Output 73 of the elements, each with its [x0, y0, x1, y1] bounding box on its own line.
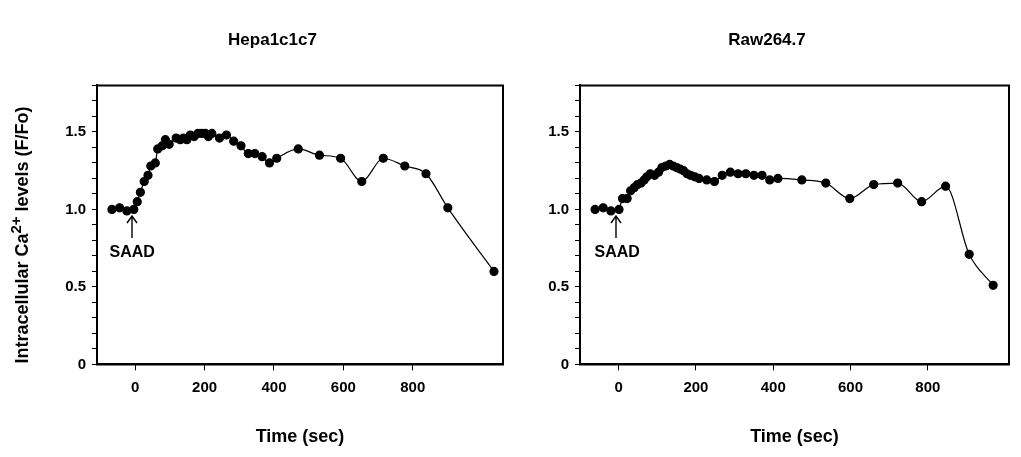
point [702, 175, 712, 185]
point [378, 153, 388, 163]
point [207, 128, 217, 139]
point [694, 173, 704, 183]
y-tick-label: 1.0 [548, 199, 569, 217]
point [400, 161, 410, 171]
point [236, 141, 246, 151]
chart-title: Hepa1c1c7 [228, 29, 317, 49]
point [107, 204, 117, 214]
point [797, 175, 807, 185]
x-axis-title: Time (sec) [255, 426, 345, 447]
point [272, 153, 282, 163]
point [757, 170, 767, 180]
point [143, 170, 153, 180]
point [250, 149, 260, 159]
point [964, 249, 974, 259]
point [598, 203, 608, 213]
point [264, 158, 275, 168]
point [489, 266, 499, 276]
point [129, 204, 139, 214]
y-tick-label: 0.5 [548, 277, 569, 295]
point [257, 152, 267, 162]
point [114, 203, 125, 213]
x-tick-label: 800 [915, 377, 941, 395]
y-tick-label: 1.5 [65, 122, 86, 140]
point [917, 197, 927, 207]
point [150, 158, 160, 168]
point [773, 173, 783, 183]
point [741, 169, 751, 179]
point [229, 136, 239, 146]
point [314, 150, 325, 160]
point [869, 180, 879, 190]
x-tick-label: 0 [131, 377, 140, 395]
point [357, 176, 367, 187]
point [725, 167, 735, 177]
point [132, 197, 142, 207]
x-tick-label: 0 [614, 377, 623, 395]
point [135, 187, 145, 197]
y-tick-label: 0 [560, 354, 569, 372]
annotation: SAAD [109, 242, 155, 261]
y-tick-label: 1.5 [548, 122, 569, 140]
x-tick-label: 200 [683, 377, 709, 395]
point [749, 170, 759, 180]
x-tick-label: 400 [760, 377, 786, 395]
point [336, 153, 346, 163]
point [988, 280, 998, 290]
point [606, 206, 616, 216]
x-tick-label: 600 [330, 377, 356, 395]
point [421, 169, 431, 179]
x-axis-title: Time (sec) [750, 426, 839, 447]
point [221, 130, 232, 140]
point [733, 169, 743, 179]
x-tick-label: 400 [261, 377, 287, 395]
y-tick-label: 0 [77, 354, 86, 372]
point [717, 170, 727, 180]
point [614, 204, 624, 214]
y-tick-label: 1.0 [65, 199, 86, 217]
point [821, 178, 831, 188]
x-tick-label: 800 [400, 377, 426, 395]
annotation: SAAD [594, 242, 640, 261]
chart-title: Raw264.7 [728, 29, 806, 49]
point [214, 133, 225, 143]
point [893, 178, 903, 188]
point [293, 144, 303, 154]
x-tick-label: 200 [192, 377, 218, 395]
y-tick-label: 0.5 [65, 277, 86, 295]
point [709, 176, 720, 187]
point [443, 203, 453, 213]
x-tick-label: 600 [838, 377, 864, 395]
point [845, 193, 855, 204]
point [765, 175, 775, 185]
point [590, 204, 600, 214]
point [941, 181, 951, 191]
